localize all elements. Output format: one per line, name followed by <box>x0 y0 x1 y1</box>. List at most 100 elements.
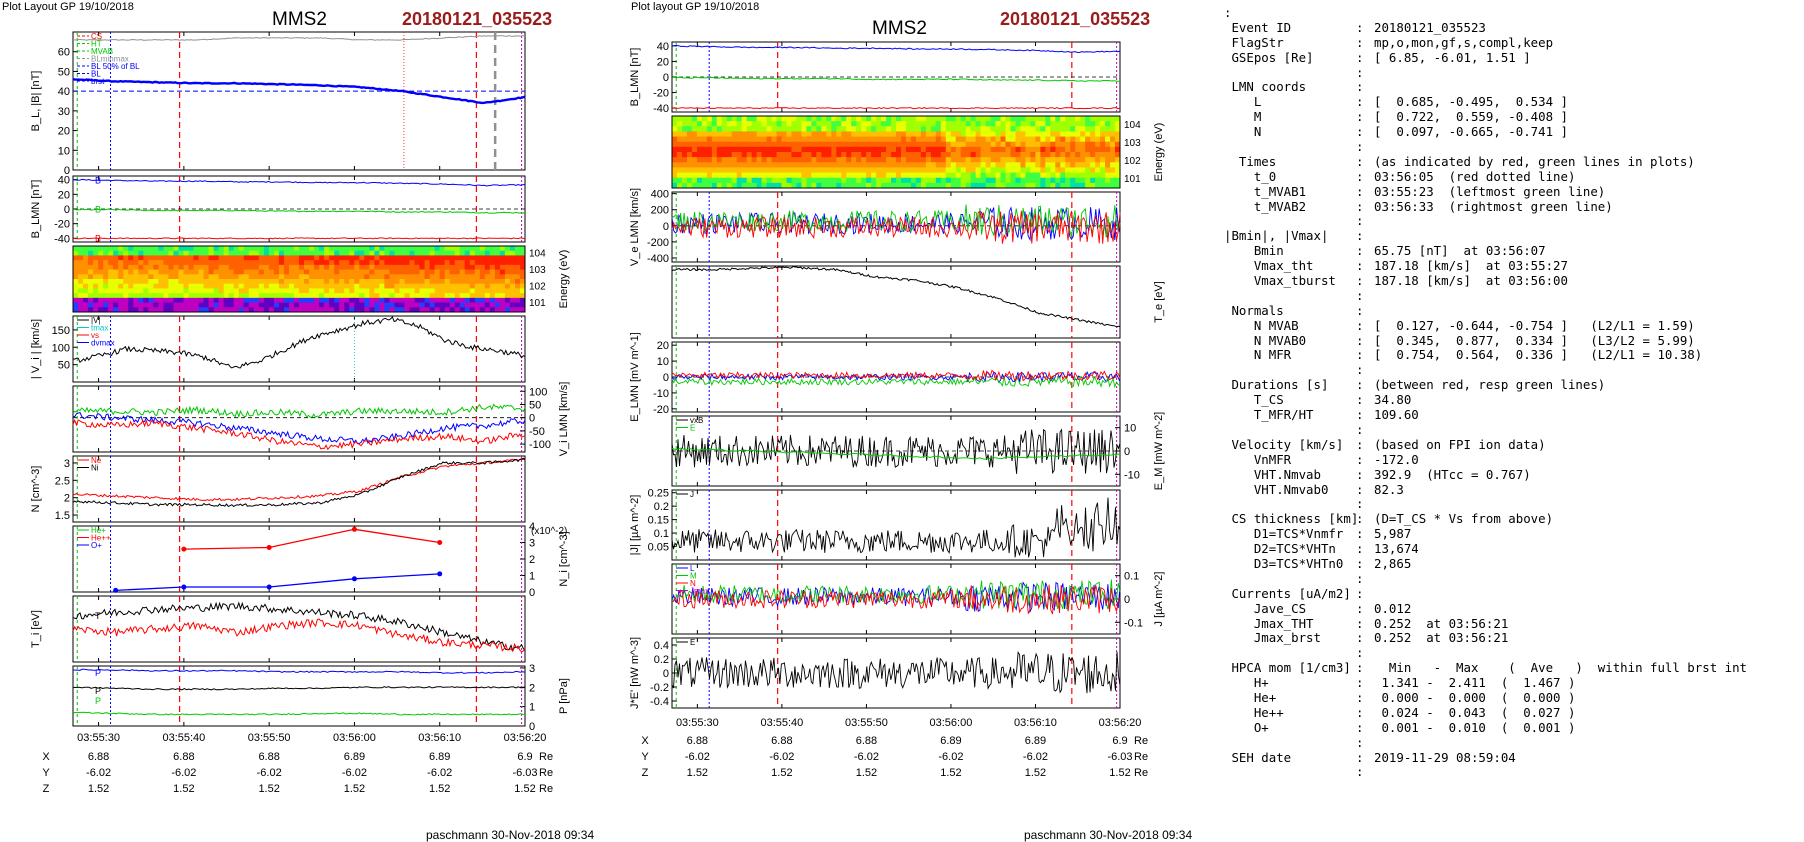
spectrogram-cell <box>930 162 937 168</box>
spectrogram-cell <box>484 297 491 304</box>
spectrogram-cell <box>268 302 275 308</box>
spectrogram-cell <box>233 288 240 294</box>
info-label: VnMFR <box>1224 451 1292 467</box>
spectrogram-cell <box>1075 131 1081 138</box>
spectrogram-cell <box>83 302 89 308</box>
info-value: 1.341 - 2.411 ( 1.467 ) <box>1374 675 1576 691</box>
spectrogram-cell <box>494 269 501 275</box>
spectrogram-cell <box>876 121 882 127</box>
spectrogram-cell <box>771 121 778 127</box>
spectrogram-cell <box>1105 182 1111 189</box>
spectrogram-cell <box>384 250 390 256</box>
spectrogram-cell <box>379 264 385 271</box>
spectrogram-cell <box>439 260 446 266</box>
spectrogram-cell <box>108 264 114 271</box>
spectrogram-cell <box>960 141 967 148</box>
spectrogram-cell <box>686 126 693 132</box>
spectrogram-cell <box>1095 136 1101 143</box>
y-axis-label: Energy (eV) <box>1153 123 1165 182</box>
spectrogram-cell <box>1005 162 1011 168</box>
spectrogram-cell <box>920 136 927 143</box>
spectrogram-cell <box>304 264 310 271</box>
spectrogram-cell <box>1030 116 1036 122</box>
spectrogram-cell <box>218 302 225 308</box>
spectrogram-cell <box>163 297 169 304</box>
info-label: D2=TCS*VHTn <box>1224 541 1336 557</box>
spectrogram-cell <box>314 288 320 294</box>
spectrogram-cell <box>339 283 345 289</box>
spectrogram-cell <box>965 152 972 158</box>
spectrogram-cell <box>364 297 370 304</box>
spectrogram-cell <box>439 274 446 280</box>
spectrogram-cell <box>223 283 230 289</box>
spectrogram-cell <box>841 146 847 153</box>
spectrogram-cell <box>696 162 703 168</box>
spectrogram-cell <box>851 162 857 168</box>
spectrogram-cell <box>203 246 210 252</box>
left-spacecraft-title: MMS2 <box>272 9 327 30</box>
spectrogram-cell <box>686 152 693 158</box>
spectrogram-cell <box>183 307 190 313</box>
spectrogram-cell <box>826 167 832 174</box>
spectrogram-cell <box>193 302 200 308</box>
spectrogram-cell <box>103 297 109 304</box>
spectrogram-cell <box>484 283 491 289</box>
spectrogram-cell <box>494 302 501 308</box>
spectrogram-cell <box>293 279 300 285</box>
spectrogram-cell <box>896 172 902 179</box>
spectrogram-cell <box>841 131 847 138</box>
spectrogram-cell <box>856 131 862 138</box>
info-label: He++ <box>1224 704 1284 720</box>
spectrogram-cell <box>1060 182 1066 189</box>
spectrogram-cell <box>409 269 416 275</box>
spectrogram-cell <box>806 157 812 163</box>
spectrogram-cell <box>73 288 79 294</box>
spectrogram-cell <box>990 131 997 138</box>
spectrogram-cell <box>263 288 270 294</box>
spectrogram-cell <box>905 116 912 122</box>
spectrogram-cell <box>751 146 758 153</box>
spectrogram-cell <box>990 167 997 174</box>
time-tick-label: 03:56:20 <box>504 732 547 744</box>
spectrogram-cell <box>1035 121 1041 127</box>
spectrogram-cell <box>73 293 79 299</box>
spectrogram-cell <box>334 255 340 261</box>
spectrogram-cell <box>424 250 431 256</box>
spectrogram-cell <box>434 274 441 280</box>
spectrogram-cell <box>404 302 410 308</box>
spectrogram-cell <box>716 172 723 179</box>
series-noisy <box>671 497 1121 558</box>
spectrogram-cell <box>990 146 997 153</box>
spectrogram-cell <box>203 288 210 294</box>
spectrogram-cell <box>881 162 887 168</box>
spectrogram-cell <box>198 255 205 261</box>
spectrogram-cell <box>459 260 466 266</box>
info-line: VHT.Nmvab: 392.9 (HTcc = 0.767) <box>1224 467 1747 483</box>
spectrogram-cell <box>389 279 395 285</box>
y-tick-label: -40 <box>653 103 669 115</box>
spectrogram-cell <box>459 246 466 252</box>
spectrogram-cell <box>484 246 491 252</box>
spectrogram-cell <box>429 279 436 285</box>
spectrogram-cell <box>449 283 456 289</box>
spectrogram-cell <box>686 141 693 148</box>
legend-entry: tmax <box>91 324 108 333</box>
spectrogram-cell <box>955 152 962 158</box>
spectrogram-cell <box>781 167 787 174</box>
spectrogram-cell <box>1055 162 1061 168</box>
spectrogram-cell <box>384 260 390 266</box>
spectrogram-cell <box>128 293 134 299</box>
spectrogram-cell <box>188 293 195 299</box>
spectrogram-cell <box>1030 172 1036 179</box>
spectrogram-cell <box>856 146 862 153</box>
spectrogram-cell <box>836 116 842 122</box>
spectrogram-cell <box>288 269 295 275</box>
spectrogram-cell <box>716 116 723 122</box>
spectrogram-cell <box>995 167 1002 174</box>
spectrogram-cell <box>1105 172 1111 179</box>
spectrogram-cell <box>1035 131 1041 138</box>
spectrogram-cell <box>238 260 245 266</box>
spectrogram-cell <box>935 177 942 184</box>
spectrogram-cell <box>93 255 99 261</box>
spectrogram-cell <box>985 167 992 174</box>
